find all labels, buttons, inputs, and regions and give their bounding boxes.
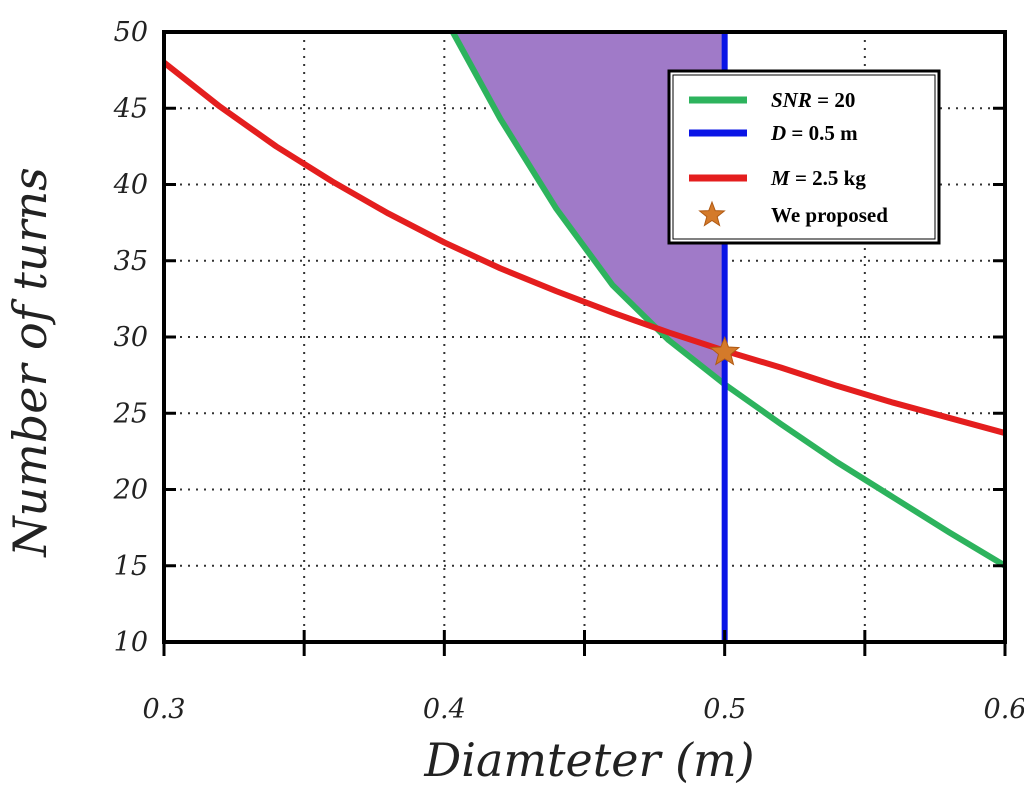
x-tick-label: 0.4 — [423, 694, 466, 725]
legend-value: = 20 — [812, 88, 855, 112]
axis-ticks: 0.3 0.4 0.5 0.6 10 15 20 25 30 35 40 45 50 — [113, 17, 1024, 725]
y-tick-label: 20 — [113, 475, 148, 506]
x-tick-label: 0.3 — [143, 694, 186, 725]
x-tick-label: 0.5 — [703, 694, 746, 725]
legend-box-inner — [672, 74, 936, 240]
x-axis-title: Diamteter (m) — [423, 733, 754, 787]
legend-star-icon — [698, 200, 726, 227]
feasible-region-fill — [452, 32, 725, 385]
legend-variable: SNR — [771, 88, 812, 112]
legend-label-marker: We proposed — [771, 203, 888, 227]
y-tick-label: 50 — [114, 17, 148, 48]
legend-variable: D — [770, 121, 786, 145]
legend: SNR = 20 D = 0.5 m M = 2.5 kg We proposed — [667, 69, 941, 245]
y-tick-label: 10 — [114, 627, 148, 658]
legend-variable: M — [770, 166, 791, 190]
series-line-m — [162, 60, 1006, 436]
legend-label-d: D = 0.5 m — [770, 121, 858, 145]
legend-value: = 2.5 kg — [790, 166, 867, 190]
y-tick-label: 15 — [114, 551, 148, 582]
y-tick-label: 40 — [113, 170, 148, 201]
legend-value: = 0.5 m — [786, 121, 858, 145]
legend-label-m: M = 2.5 kg — [770, 166, 866, 190]
y-tick-label: 25 — [113, 398, 148, 429]
legend-label-snr: SNR = 20 — [771, 88, 855, 112]
marker-star-proposed — [709, 335, 741, 366]
marker-layer — [709, 335, 741, 366]
y-tick-label: 30 — [114, 322, 148, 353]
x-tick-label: 0.6 — [984, 694, 1024, 725]
y-tick-label: 35 — [114, 246, 148, 277]
y-axis-title: Number of turns — [3, 167, 57, 557]
y-tick-label: 45 — [113, 93, 148, 124]
